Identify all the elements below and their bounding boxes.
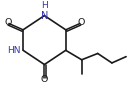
Text: H: H bbox=[41, 1, 48, 10]
Text: O: O bbox=[4, 18, 12, 27]
Text: N: N bbox=[41, 11, 48, 21]
Text: O: O bbox=[41, 75, 48, 84]
Text: HN: HN bbox=[7, 46, 21, 55]
Text: O: O bbox=[77, 18, 84, 27]
